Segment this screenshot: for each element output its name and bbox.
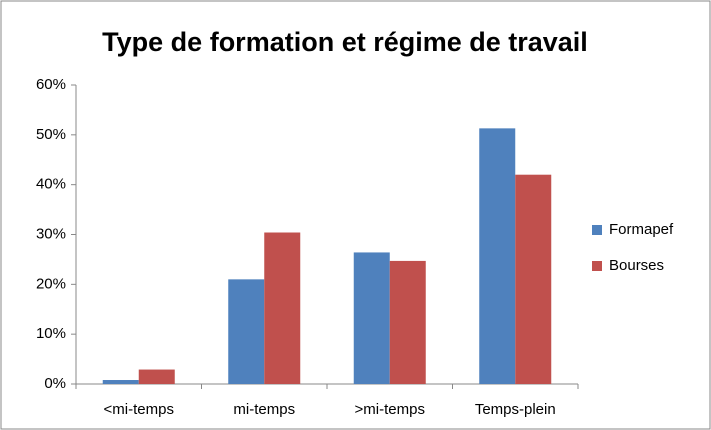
y-tick-label: 10%	[36, 325, 66, 342]
x-tick-label: Temps-plein	[475, 401, 556, 418]
bar	[479, 128, 516, 384]
y-tick-label: 0%	[44, 375, 66, 392]
bar	[102, 380, 139, 384]
y-tick-label: 50%	[36, 126, 66, 143]
y-tick-label: 60%	[36, 76, 66, 93]
x-tick-label: >mi-temps	[355, 401, 425, 418]
y-tick-label: 40%	[36, 176, 66, 193]
legend-label: Formapef	[609, 221, 674, 238]
y-tick-label: 30%	[36, 225, 66, 242]
bar	[353, 252, 390, 384]
legend-swatch	[592, 261, 602, 271]
bar	[515, 174, 552, 384]
bar	[389, 260, 426, 384]
bar	[264, 232, 301, 384]
bar	[138, 369, 175, 384]
bar	[228, 279, 265, 384]
y-tick-label: 20%	[36, 275, 66, 292]
x-tick-label: mi-temps	[233, 401, 295, 418]
x-tick-label: <mi-temps	[104, 401, 174, 418]
chart-title: Type de formation et régime de travail	[102, 27, 588, 57]
legend-label: Bourses	[609, 257, 664, 274]
legend-swatch	[592, 225, 602, 235]
